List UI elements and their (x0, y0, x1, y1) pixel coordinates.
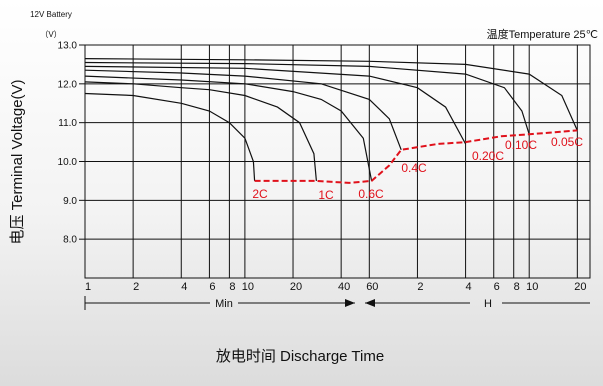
x-tick-label: 2 (133, 281, 139, 293)
y-tick-label: 10.0 (58, 157, 78, 168)
discharge-curve (84, 75, 373, 182)
discharge-curve (84, 69, 402, 151)
discharge-curve (84, 92, 256, 181)
y-tick-label: 9.0 (63, 196, 77, 207)
curve-layer (84, 58, 578, 184)
annotation-2c: 2C (252, 187, 268, 201)
x-tick-label: 1 (85, 281, 91, 293)
x-tick-label: 6 (209, 281, 215, 293)
x-tick-label: 60 (366, 281, 378, 293)
discharge-curve (84, 58, 578, 131)
discharge-curve (84, 81, 317, 181)
y-tick-label: 12.0 (58, 79, 78, 90)
x-tick-label: 8 (514, 281, 520, 293)
annotation-0-10c: 0.10C (505, 138, 537, 152)
unit-label: （V） (40, 30, 61, 39)
discharge-curve (84, 65, 467, 145)
x-axis-label: 放电时间 Discharge Time (216, 348, 384, 365)
tick-layer: 13.012.011.010.09.08.01 2 4 6 8 10 20 40 60 2 4 6 8 1… (58, 41, 587, 294)
x-tick-label: 6 (494, 281, 500, 293)
annotation-0-05c: 0.05C (551, 135, 583, 149)
annotation-0-4c: 0.4C (401, 161, 427, 175)
x-tick-label: 4 (466, 281, 472, 293)
discharge-curve (84, 61, 530, 135)
battery-label: 12V Battery (30, 10, 72, 19)
x-tick-label: 4 (181, 281, 187, 293)
annotation-0-6c: 0.6C (358, 187, 384, 201)
x-tick-label: 8 (229, 281, 235, 293)
min-range-arrow (345, 299, 355, 307)
final-voltage-line (254, 129, 578, 184)
x-tick-label: 10 (242, 281, 254, 293)
annotation-0-20c: 0.20C (472, 149, 504, 163)
hour-range-arrow (365, 299, 375, 307)
annotation-1c: 1C (318, 188, 334, 202)
y-axis-label: 电压 Terminal Voltage(V) (9, 79, 26, 244)
min-label: Min (215, 298, 233, 310)
grid-layer (79, 44, 591, 279)
y-tick-label: 11.0 (58, 118, 77, 129)
x-tick-label: 2 (417, 281, 423, 293)
x-tick-label: 10 (526, 281, 538, 293)
y-tick-label: 13.0 (58, 41, 78, 52)
x-tick-label: 40 (338, 281, 350, 293)
hour-label: H (484, 298, 492, 310)
temperature-label: 温度Temperature 25℃ (487, 27, 598, 41)
x-tick-label: 20 (290, 281, 302, 293)
x-tick-label: 20 (574, 281, 586, 293)
y-tick-label: 8.0 (63, 235, 77, 246)
